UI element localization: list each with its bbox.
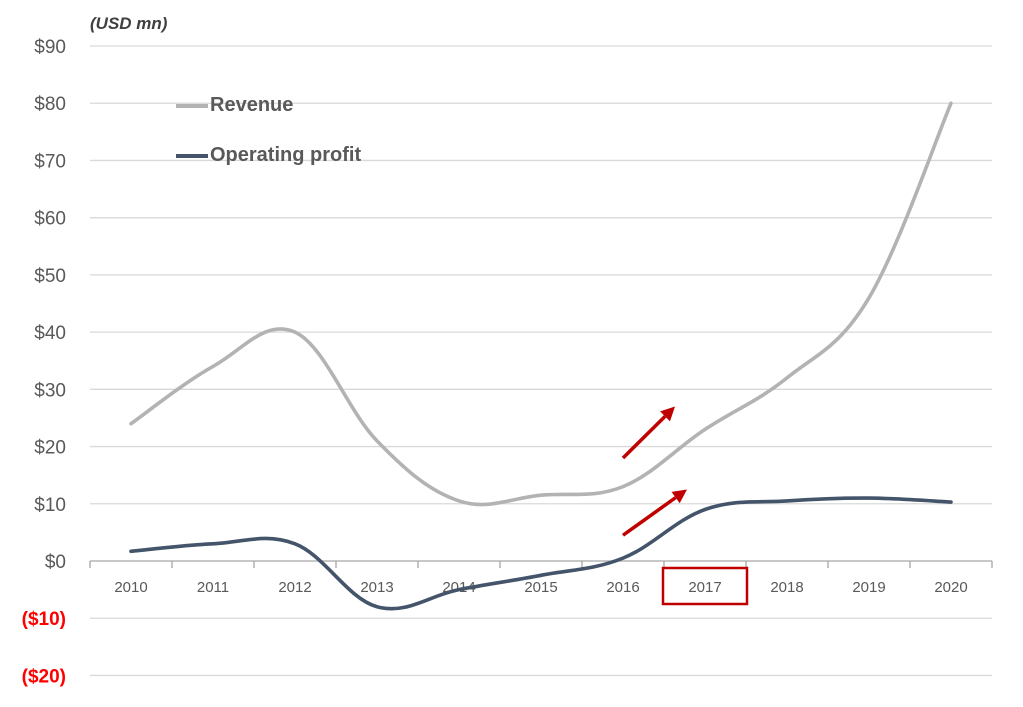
y-tick-label: $90: [34, 37, 66, 58]
annotations: [621, 406, 687, 537]
y-tick-label: ($20): [22, 666, 66, 687]
x-tick-label: 2013: [360, 579, 393, 596]
x-axis: 2010 2011 2012 2013 2014 2015 2016 2017 2018 2019…: [89, 560, 993, 606]
y-tick-label: $80: [34, 94, 66, 115]
x-tick-label: 2016: [606, 579, 639, 596]
x-tick-label: 2020: [934, 579, 967, 596]
legend-item-operating-profit: Operating profit: [176, 144, 361, 167]
x-tick-label: 2015: [524, 579, 557, 596]
y-tick-label: $0: [45, 552, 66, 573]
x-tick-label: 2017: [688, 579, 721, 596]
legend-label-operating-profit: Operating profit: [210, 144, 362, 166]
y-tick-label: $20: [34, 438, 66, 459]
y-axis-ticks: $90 $80 $70 $60 $50 $40 $30 $20 $10 $0 ($10) ($20): [22, 37, 66, 687]
arrow-shaft: [621, 496, 677, 537]
legend-item-revenue: Revenue: [176, 94, 293, 117]
x-tick-label: 2010: [114, 579, 147, 596]
arrow-head-icon: [660, 406, 675, 422]
y-tick-label: $60: [34, 209, 66, 230]
x-tick-label: 2011: [197, 579, 229, 596]
legend-swatch-operating-profit: [176, 153, 208, 158]
arrow-shaft: [621, 415, 667, 460]
x-tick-label: 2012: [278, 579, 311, 596]
y-tick-label: $70: [34, 151, 66, 172]
y-tick-label: $50: [34, 266, 66, 287]
unit-label: (USD mn): [90, 14, 168, 33]
y-tick-label: $40: [34, 323, 66, 344]
highlight-box: [661, 566, 749, 606]
legend-label-revenue: Revenue: [210, 94, 294, 116]
x-tick-label: 2019: [852, 579, 885, 596]
gridlines: [90, 45, 992, 677]
y-tick-label: $30: [34, 380, 66, 401]
series-lines: [129, 101, 953, 611]
x-tick-label: 2018: [770, 579, 803, 596]
y-tick-label: $10: [34, 495, 66, 516]
arrow-head-icon: [671, 489, 687, 504]
y-tick-label: ($10): [22, 609, 66, 630]
legend-swatch-revenue: [176, 103, 208, 108]
